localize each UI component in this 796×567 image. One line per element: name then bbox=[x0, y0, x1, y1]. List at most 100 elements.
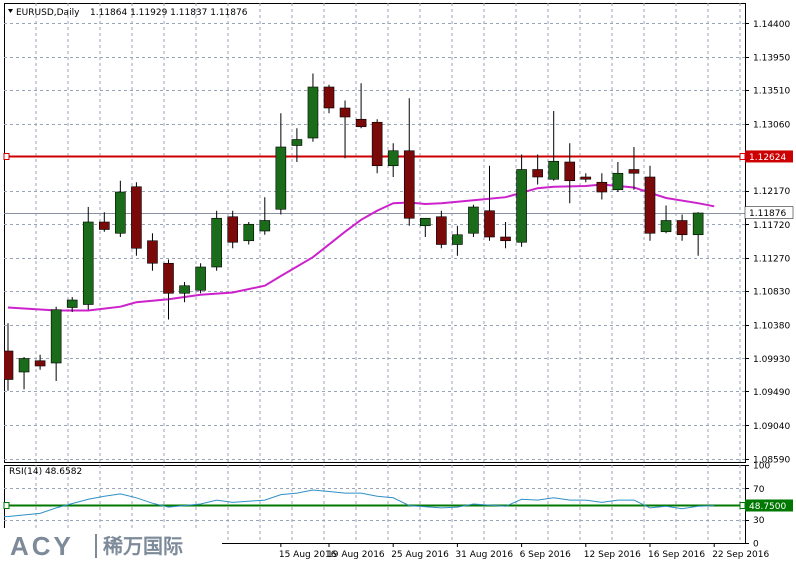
candle bbox=[580, 173, 592, 183]
candles-group bbox=[4, 73, 704, 391]
candle bbox=[4, 323, 14, 391]
price-tick-label: 1.11270 bbox=[753, 255, 790, 265]
candle-body bbox=[387, 150, 399, 167]
candle bbox=[227, 210, 238, 249]
candle bbox=[500, 222, 511, 249]
candle bbox=[628, 147, 640, 190]
candle bbox=[307, 73, 319, 142]
candle-body bbox=[516, 169, 527, 243]
brand-cn-text: 稀万国际 bbox=[103, 534, 183, 558]
candle-body bbox=[564, 161, 576, 182]
candle-body bbox=[580, 176, 592, 180]
candle-body bbox=[179, 285, 190, 294]
time-tick-label: 16 Sep 2016 bbox=[648, 550, 705, 560]
price-tick-label: 1.13060 bbox=[753, 120, 790, 130]
candle bbox=[468, 204, 479, 237]
rsi-level-handle bbox=[3, 502, 10, 509]
candle bbox=[291, 128, 303, 162]
candle-body bbox=[227, 216, 238, 243]
rsi-tick-label: 70 bbox=[753, 485, 765, 495]
rsi-level-label: 48.7500 bbox=[749, 502, 786, 512]
candle bbox=[676, 214, 688, 241]
time-tick-label: 25 Aug 2016 bbox=[391, 550, 449, 560]
candle bbox=[275, 113, 287, 215]
candle-body bbox=[66, 299, 78, 308]
current-price-label: 1.11876 bbox=[749, 209, 786, 219]
collapse-triangle-icon[interactable] bbox=[8, 9, 13, 13]
candle-body bbox=[596, 181, 608, 193]
candle bbox=[548, 111, 560, 181]
candle bbox=[66, 297, 78, 312]
time-tick-label: 19 Aug 2016 bbox=[327, 550, 385, 560]
time-tick-label: 15 Aug 2016 bbox=[279, 550, 337, 560]
price-tick-label: 1.14400 bbox=[753, 20, 790, 30]
candle bbox=[82, 207, 94, 310]
time-tick-label: 31 Aug 2016 bbox=[455, 550, 513, 560]
rsi-axis: 100705030048.7500 bbox=[745, 462, 793, 550]
candle-body bbox=[676, 220, 688, 236]
price-tick-label: 1.09040 bbox=[753, 422, 790, 432]
candle-body bbox=[484, 210, 495, 238]
time-tick-label: 6 Sep 2016 bbox=[520, 550, 572, 560]
resistance-label-bg bbox=[745, 150, 793, 163]
candle-body bbox=[628, 169, 640, 174]
candle bbox=[195, 263, 206, 294]
symbol-label: EURUSD,Daily bbox=[16, 8, 80, 18]
price-axis: 1.14400 1.13950 1.13510 1.13060 1.12624 1.121… bbox=[744, 20, 794, 466]
watermark-divider bbox=[95, 534, 97, 558]
candle bbox=[243, 222, 255, 245]
candle bbox=[403, 98, 415, 226]
candle-body bbox=[195, 266, 206, 291]
candle bbox=[387, 143, 399, 177]
candle-body bbox=[243, 223, 255, 242]
candle bbox=[163, 259, 174, 320]
rsi-level-group bbox=[3, 502, 746, 509]
price-tick-label: 1.11720 bbox=[753, 221, 790, 231]
price-tick-label: 1.10830 bbox=[753, 288, 790, 298]
candle bbox=[532, 154, 543, 185]
candle bbox=[644, 165, 656, 241]
time-tick-label: 12 Sep 2016 bbox=[584, 550, 641, 560]
candle-body bbox=[452, 234, 463, 245]
candle bbox=[612, 162, 624, 192]
candle bbox=[131, 182, 142, 256]
candle-body bbox=[339, 107, 351, 118]
candle-body bbox=[468, 206, 479, 234]
rsi-tick-label: 100 bbox=[753, 462, 770, 472]
candle bbox=[147, 233, 158, 271]
price-tick-label: 1.13510 bbox=[753, 87, 790, 97]
candle bbox=[371, 119, 383, 174]
candle bbox=[436, 210, 447, 249]
candle bbox=[323, 84, 335, 114]
rsi-level-label-bg bbox=[745, 499, 793, 512]
candle bbox=[564, 143, 576, 204]
resistance-handle bbox=[739, 153, 746, 160]
candle bbox=[692, 212, 704, 256]
candle bbox=[596, 173, 608, 200]
brand-logo-text: ACY bbox=[10, 531, 74, 561]
price-tick-label: 1.10380 bbox=[753, 321, 790, 331]
candle-body bbox=[532, 169, 543, 178]
rsi-header: RSI(14) 48.6582 bbox=[9, 467, 82, 477]
candle bbox=[452, 225, 463, 256]
candle-body bbox=[612, 172, 624, 191]
watermark-background bbox=[0, 528, 222, 567]
candle-body bbox=[692, 212, 704, 236]
main-plot-frame bbox=[4, 3, 746, 463]
candle bbox=[18, 357, 30, 390]
candle-body bbox=[50, 309, 62, 364]
candle-body bbox=[436, 216, 447, 245]
candle-body bbox=[419, 217, 431, 227]
candle-body bbox=[500, 236, 511, 242]
chart-header: EURUSD,Daily 1.11864 1.11929 1.11837 1.1… bbox=[8, 8, 248, 18]
rsi-line bbox=[4, 489, 715, 518]
candle bbox=[179, 282, 190, 303]
rsi-level-handle bbox=[739, 502, 746, 509]
price-tick-label: 1.12170 bbox=[753, 187, 790, 197]
candle-body bbox=[259, 220, 271, 232]
price-tick-label: 1.09490 bbox=[753, 388, 790, 398]
candle bbox=[355, 83, 367, 129]
price-tick-label: 1.08590 bbox=[753, 456, 790, 466]
candle-body bbox=[211, 217, 222, 268]
candle bbox=[419, 217, 431, 237]
